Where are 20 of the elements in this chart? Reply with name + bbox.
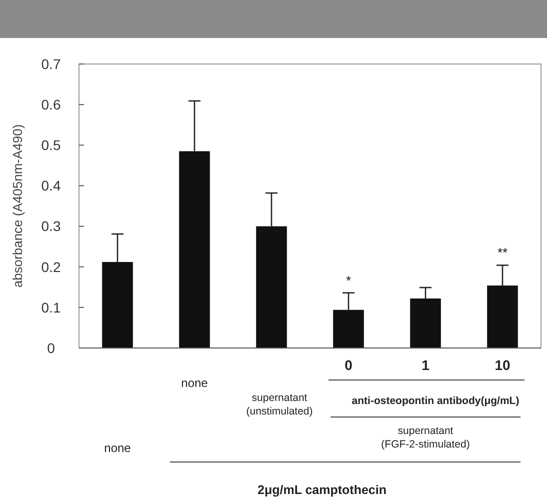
y-tick-label: 0.5 — [41, 137, 61, 154]
y-axis-title: absorbance (A405nm-A490) — [10, 124, 25, 288]
y-tick-label: 0.1 — [41, 299, 61, 316]
text: supernatant (FGF-2-stimulated) — [381, 425, 470, 451]
annotation: ** — [497, 245, 508, 260]
annotation: * — [346, 272, 352, 288]
y-tick-label: 0.3 — [41, 218, 61, 234]
y-tick-label: 0.4 — [41, 178, 61, 194]
text: none — [104, 441, 132, 455]
text: anti-osteopontin antibody(μg/mL) — [352, 395, 520, 407]
x-tick-label: 0 — [344, 357, 353, 373]
x-tick-label: 10 — [494, 357, 510, 373]
x-tick-label: 1 — [422, 357, 430, 373]
y-tick-label: 0 — [47, 340, 56, 356]
text: 2μg/mL camptothecin — [258, 483, 386, 497]
text: supernatant (unstimulated) — [246, 392, 313, 418]
y-tick-label: 0.6 — [41, 96, 61, 112]
text: none — [181, 376, 208, 390]
y-tick-label: 0.7 — [41, 56, 61, 72]
y-tick-label: 0.2 — [41, 258, 61, 275]
